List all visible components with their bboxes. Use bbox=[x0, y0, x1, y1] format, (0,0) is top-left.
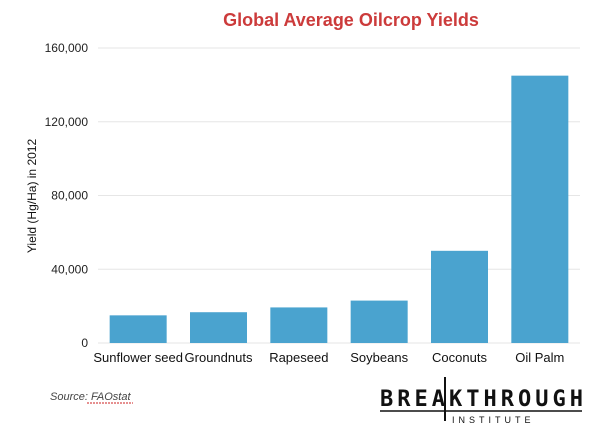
breakthrough-logo: BREAKTHROUGH INSTITUTE bbox=[380, 377, 587, 425]
x-tick-label: Groundnuts bbox=[185, 350, 253, 365]
logo-subtitle: INSTITUTE bbox=[452, 415, 535, 425]
y-tick-label: 0 bbox=[81, 336, 88, 350]
bar bbox=[109, 315, 167, 343]
source-text: Source: FAOstat bbox=[50, 391, 131, 403]
source-note: Source: FAOstat bbox=[50, 391, 133, 404]
source-prefix: Source: bbox=[50, 391, 91, 403]
x-tick-label: Rapeseed bbox=[269, 350, 328, 365]
x-tick-label: Sunflower seed bbox=[93, 350, 183, 365]
grid bbox=[98, 47, 580, 344]
logo-wordmark: BREAKTHROUGH bbox=[380, 387, 587, 412]
x-tick-label: Soybeans bbox=[350, 350, 408, 365]
y-tick-label: 80,000 bbox=[51, 189, 88, 203]
chart-title: Global Average Oilcrop Yields bbox=[223, 10, 479, 30]
bar bbox=[350, 300, 408, 343]
bar bbox=[431, 250, 488, 343]
x-tick-label: Coconuts bbox=[432, 350, 487, 365]
bar bbox=[511, 75, 569, 343]
y-tick-label: 40,000 bbox=[51, 262, 88, 276]
y-tick-label: 160,000 bbox=[45, 41, 89, 55]
y-tick-label: 120,000 bbox=[45, 115, 89, 129]
bar bbox=[190, 312, 247, 343]
y-axis-label: Yield (Hg/Ha) in 2012 bbox=[25, 139, 39, 254]
source-link[interactable]: FAOstat bbox=[91, 391, 131, 403]
bar bbox=[270, 307, 328, 343]
bars bbox=[109, 75, 569, 343]
y-axis-ticks: 0 40,000 80,000 120,000 160,000 bbox=[45, 41, 89, 350]
x-axis-labels: Sunflower seed Groundnuts Rapeseed Soybeans… bbox=[93, 350, 564, 365]
x-tick-label: Oil Palm bbox=[515, 350, 564, 365]
